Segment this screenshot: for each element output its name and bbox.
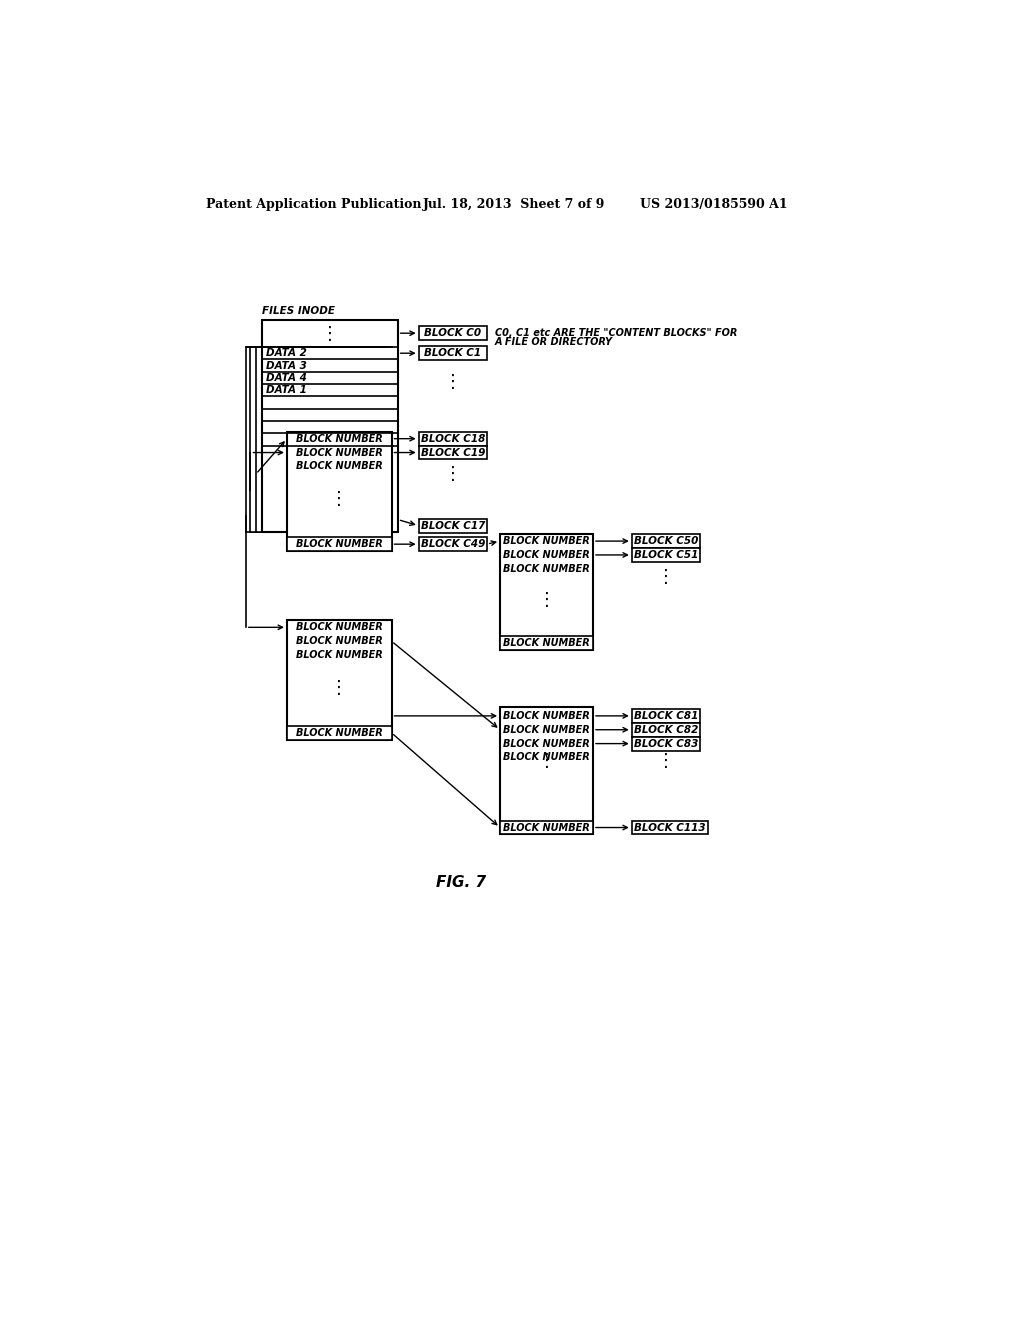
- Text: BLOCK NUMBER: BLOCK NUMBER: [503, 739, 590, 748]
- Text: BLOCK C18: BLOCK C18: [421, 434, 485, 444]
- Bar: [500, 751, 593, 764]
- Text: BLOCK NUMBER: BLOCK NUMBER: [296, 727, 383, 738]
- Text: BLOCK C1: BLOCK C1: [424, 348, 481, 358]
- Bar: [632, 821, 708, 834]
- Bar: [287, 635, 391, 648]
- Bar: [500, 821, 593, 834]
- Bar: [632, 723, 700, 737]
- Text: BLOCK NUMBER: BLOCK NUMBER: [296, 462, 383, 471]
- Bar: [632, 535, 700, 548]
- Bar: [251, 347, 386, 532]
- Text: ⋮: ⋮: [656, 752, 675, 771]
- Bar: [287, 620, 391, 635]
- Text: BLOCK C0: BLOCK C0: [424, 329, 481, 338]
- Text: ⋮: ⋮: [656, 568, 675, 586]
- Bar: [419, 432, 486, 446]
- Bar: [500, 723, 593, 737]
- Text: US 2013/0185590 A1: US 2013/0185590 A1: [640, 198, 787, 211]
- Bar: [287, 432, 391, 446]
- Bar: [500, 708, 593, 834]
- Text: BLOCK NUMBER: BLOCK NUMBER: [296, 447, 383, 458]
- Text: ⋮: ⋮: [321, 325, 339, 343]
- Text: ⋮: ⋮: [538, 752, 555, 771]
- Text: ⋮: ⋮: [538, 590, 555, 609]
- Text: BLOCK NUMBER: BLOCK NUMBER: [296, 434, 383, 444]
- Text: BLOCK NUMBER: BLOCK NUMBER: [503, 822, 590, 833]
- Bar: [500, 636, 593, 649]
- Text: FILES INODE: FILES INODE: [262, 306, 335, 315]
- Text: BLOCK NUMBER: BLOCK NUMBER: [296, 649, 383, 660]
- Bar: [500, 548, 593, 562]
- Text: BLOCK C113: BLOCK C113: [634, 822, 706, 833]
- Bar: [287, 446, 391, 459]
- Text: Jul. 18, 2013  Sheet 7 of 9: Jul. 18, 2013 Sheet 7 of 9: [423, 198, 605, 211]
- Text: BLOCK C83: BLOCK C83: [634, 739, 698, 748]
- Bar: [246, 347, 381, 532]
- Bar: [287, 459, 391, 474]
- Text: BLOCK NUMBER: BLOCK NUMBER: [503, 550, 590, 560]
- Bar: [500, 737, 593, 751]
- Text: ⋮: ⋮: [443, 465, 462, 483]
- Text: BLOCK NUMBER: BLOCK NUMBER: [503, 638, 590, 648]
- Text: FIG. 7: FIG. 7: [436, 875, 486, 890]
- Bar: [256, 347, 391, 532]
- Text: BLOCK C81: BLOCK C81: [634, 711, 698, 721]
- Bar: [287, 432, 391, 552]
- Text: BLOCK NUMBER: BLOCK NUMBER: [503, 564, 590, 574]
- Bar: [500, 709, 593, 723]
- Text: BLOCK C17: BLOCK C17: [421, 520, 485, 531]
- Text: ⋮: ⋮: [330, 490, 348, 508]
- Text: BLOCK NUMBER: BLOCK NUMBER: [296, 636, 383, 647]
- Bar: [419, 537, 486, 552]
- Bar: [419, 346, 486, 360]
- Bar: [632, 548, 700, 562]
- Text: A FILE OR DIRECTORY: A FILE OR DIRECTORY: [495, 337, 612, 347]
- Bar: [632, 709, 700, 723]
- Text: DATA 3: DATA 3: [266, 360, 307, 371]
- Text: DATA 1: DATA 1: [266, 385, 307, 395]
- Bar: [287, 620, 391, 739]
- Bar: [500, 562, 593, 576]
- Bar: [262, 321, 397, 532]
- Text: BLOCK NUMBER: BLOCK NUMBER: [503, 725, 590, 735]
- Text: BLOCK NUMBER: BLOCK NUMBER: [503, 711, 590, 721]
- Text: BLOCK C50: BLOCK C50: [634, 536, 698, 546]
- Text: BLOCK C19: BLOCK C19: [421, 447, 485, 458]
- Text: ⋮: ⋮: [330, 678, 348, 697]
- Text: BLOCK C51: BLOCK C51: [634, 550, 698, 560]
- Bar: [500, 535, 593, 548]
- Text: Patent Application Publication: Patent Application Publication: [206, 198, 421, 211]
- Text: DATA 2: DATA 2: [266, 348, 307, 358]
- Text: BLOCK NUMBER: BLOCK NUMBER: [296, 622, 383, 632]
- Bar: [287, 726, 391, 739]
- Bar: [419, 326, 486, 341]
- Text: ⋮: ⋮: [443, 372, 462, 391]
- Text: BLOCK C49: BLOCK C49: [421, 539, 485, 549]
- Text: BLOCK NUMBER: BLOCK NUMBER: [503, 752, 590, 763]
- Bar: [419, 446, 486, 459]
- Text: BLOCK NUMBER: BLOCK NUMBER: [296, 539, 383, 549]
- Bar: [632, 737, 700, 751]
- Text: BLOCK C82: BLOCK C82: [634, 725, 698, 735]
- Bar: [287, 648, 391, 663]
- Bar: [287, 537, 391, 552]
- Text: BLOCK NUMBER: BLOCK NUMBER: [503, 536, 590, 546]
- Text: DATA 4: DATA 4: [266, 372, 307, 383]
- Bar: [419, 519, 486, 532]
- Text: C0, C1 etc ARE THE "CONTENT BLOCKS" FOR: C0, C1 etc ARE THE "CONTENT BLOCKS" FOR: [495, 327, 737, 338]
- Bar: [500, 535, 593, 649]
